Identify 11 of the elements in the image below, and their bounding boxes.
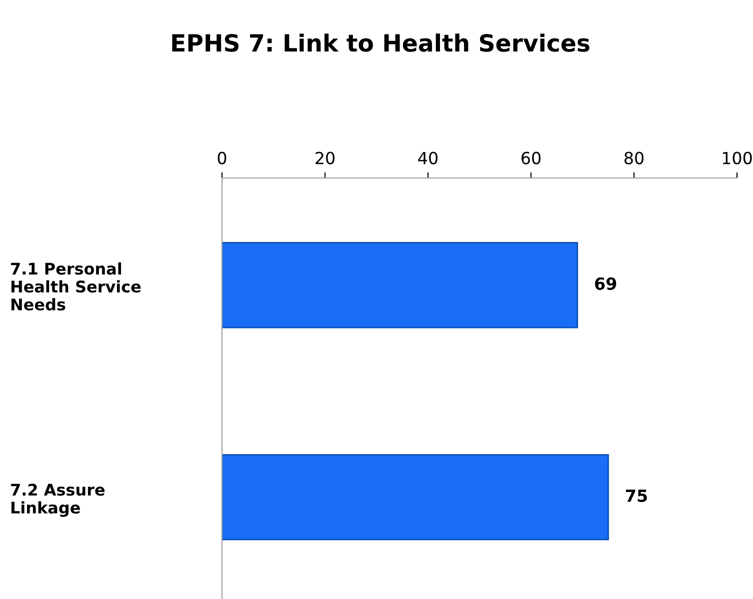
- x-tick-label: 80: [624, 152, 644, 164]
- x-tick-label: 100: [722, 152, 752, 164]
- x-tick-label: 60: [522, 152, 540, 164]
- y-tick-label: 7.2 Assure Linkage: [11, 484, 105, 517]
- x-tick-label: 0: [218, 152, 226, 164]
- y-tick-label: 7.1 Personal Health Service Needs: [11, 262, 141, 310]
- chart-title: EPHS 7: Link to Health Services: [172, 34, 590, 52]
- data-label: 75: [626, 490, 647, 502]
- data-label: 69: [595, 277, 616, 290]
- x-tick-label: 40: [418, 152, 438, 164]
- x-tick-label: 20: [316, 152, 334, 164]
